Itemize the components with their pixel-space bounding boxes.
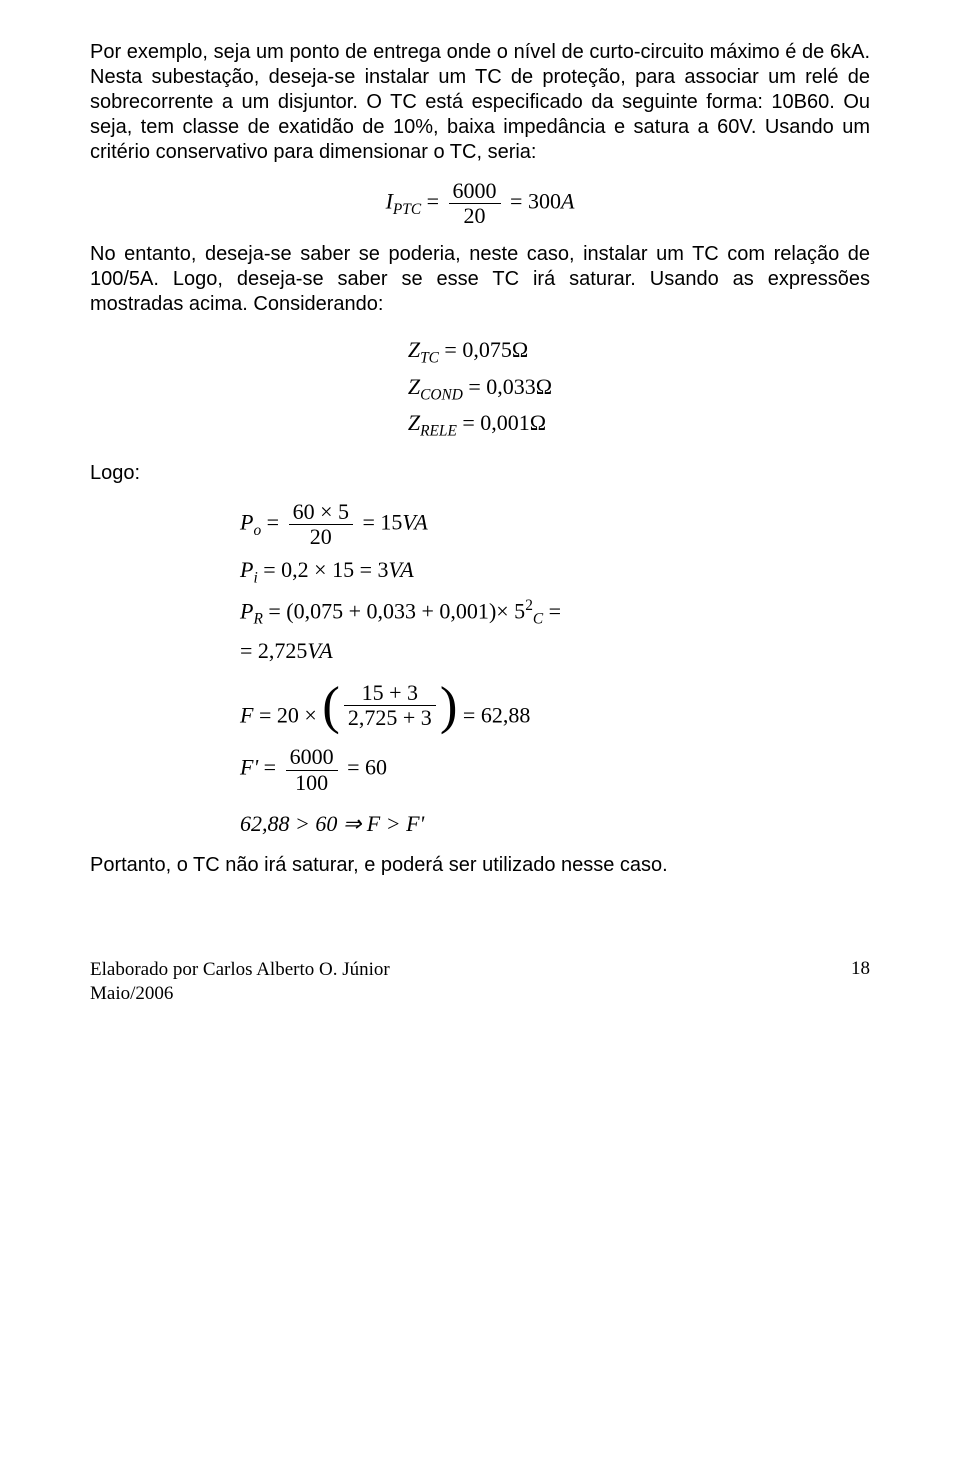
po-den: 20 xyxy=(289,525,353,549)
pr-terms: 0,075 + 0,033 + 0,001 xyxy=(294,598,489,623)
footer-author: Elaborado por Carlos Alberto O. Júnior xyxy=(90,958,390,982)
Fp-num: 6000 xyxy=(286,745,338,770)
pi-va: VA xyxy=(389,557,414,582)
Fp-var: F' xyxy=(240,755,258,780)
z-cond-sub: COND xyxy=(420,386,463,403)
z-rele-val: 0,001 xyxy=(480,410,530,435)
F-eq: = xyxy=(259,703,271,728)
paragraph-1: Por exemplo, seja um ponto de entrega on… xyxy=(90,40,870,165)
ohm1: Ω xyxy=(512,337,528,362)
iptc-den: 20 xyxy=(449,204,501,228)
formula-iptc: IPTC = 6000 20 = 300A xyxy=(90,179,870,228)
unit-A: A xyxy=(561,189,574,214)
F-var: F xyxy=(240,703,253,728)
iptc-rhs: 300 xyxy=(528,189,561,214)
F-rhs: 62,88 xyxy=(481,703,531,728)
pr2-va: VA xyxy=(307,638,332,663)
po-sub: o xyxy=(253,522,261,539)
footer-page: 18 xyxy=(851,958,870,1006)
frac-iptc: 6000 20 xyxy=(449,179,501,228)
F-paren: ( 15 + 3 2,725 + 3 ) xyxy=(322,681,457,730)
pr-sup: 2 xyxy=(525,597,533,614)
formula-p-block: Po = 60 × 5 20 = 15VA Pi = 0,2 × 15 = 3V… xyxy=(240,500,870,667)
Fp-rhs: 60 xyxy=(365,755,387,780)
F-num: 15 + 3 xyxy=(344,681,436,706)
po-va: VA xyxy=(402,509,427,534)
z-rele-sub: RELE xyxy=(420,423,457,440)
formula-z-block: ZTC = 0,075Ω ZCOND = 0,033Ω ZRELE = 0,00… xyxy=(90,331,870,446)
paragraph-2: No entanto, deseja-se saber se poderia, … xyxy=(90,242,870,317)
ohm3: Ω xyxy=(530,410,546,435)
pr-supC: C xyxy=(533,611,543,628)
F-den: 2,725 + 3 xyxy=(344,706,436,730)
pr-var: P xyxy=(240,598,253,623)
pr-mult: × 5 xyxy=(496,598,525,623)
pi-sub: i xyxy=(253,569,257,586)
page-footer: Elaborado por Carlos Alberto O. Júnior M… xyxy=(90,958,870,1006)
F-mult: 20 × xyxy=(277,703,317,728)
footer-left: Elaborado por Carlos Alberto O. Júnior M… xyxy=(90,958,390,1006)
sub-ptc: PTC xyxy=(393,201,421,218)
logo-label: Logo: xyxy=(90,461,870,486)
pr-sub: R xyxy=(253,611,262,628)
z-tc-val: 0,075 xyxy=(462,337,512,362)
z-tc-sub: TC xyxy=(420,350,439,367)
po-var: P xyxy=(240,509,253,534)
Fp-frac: 6000 100 xyxy=(286,745,338,794)
eq-sign: = xyxy=(427,189,439,214)
pi-expr: 0,2 × 15 xyxy=(281,557,354,582)
paragraph-3: Portanto, o TC não irá saturar, e poderá… xyxy=(90,853,870,878)
pi-var: P xyxy=(240,557,253,582)
z-cond-var: Z xyxy=(408,374,420,399)
po-frac: 60 × 5 20 xyxy=(289,500,353,549)
iptc-num: 6000 xyxy=(449,179,501,204)
z-rele-var: Z xyxy=(408,410,420,435)
z-cond-val: 0,033 xyxy=(486,374,536,399)
ohm2: Ω xyxy=(536,374,552,399)
formula-F-block: F = 20 × ( 15 + 3 2,725 + 3 ) = 62,88 F'… xyxy=(240,681,870,795)
formula-ineq: 62,88 > 60 ⇒ F > F' xyxy=(240,809,870,840)
var-I: I xyxy=(386,189,393,214)
Fp-den: 100 xyxy=(286,771,338,795)
pr-open: ( xyxy=(286,598,293,623)
footer-date: Maio/2006 xyxy=(90,982,390,1006)
pi-rhs: 3 xyxy=(378,557,389,582)
po-rhs: 15 xyxy=(380,509,402,534)
pr2-val: 2,725 xyxy=(258,638,308,663)
po-num: 60 × 5 xyxy=(289,500,353,525)
eq-sign2: = xyxy=(510,189,522,214)
F-frac: 15 + 3 2,725 + 3 xyxy=(344,681,436,730)
z-tc-var: Z xyxy=(408,337,420,362)
ineq-text: 62,88 > 60 ⇒ F > F' xyxy=(240,811,424,836)
